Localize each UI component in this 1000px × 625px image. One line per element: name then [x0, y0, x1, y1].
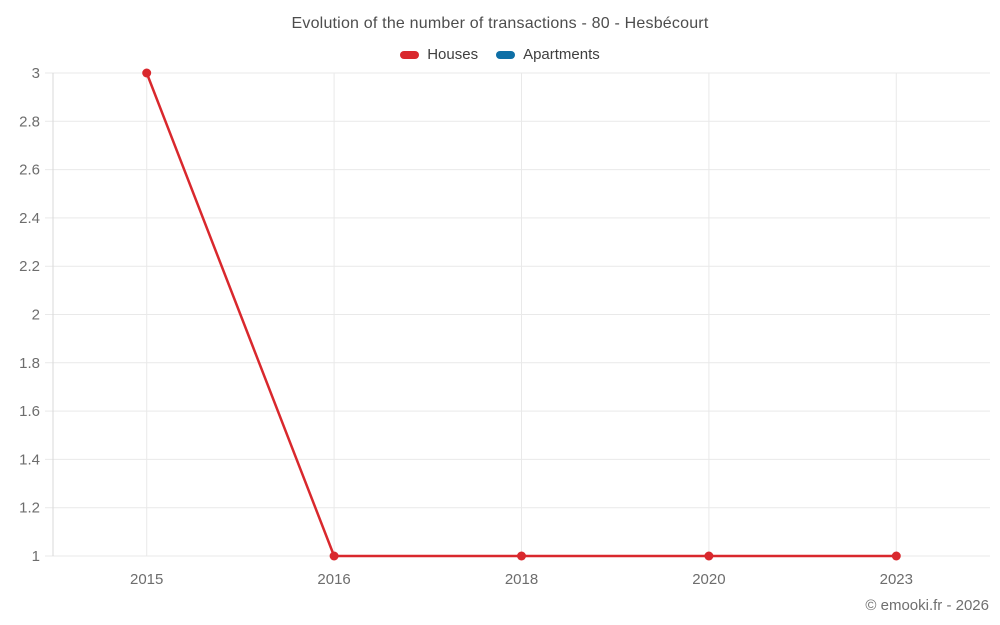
x-tick-label: 2020: [692, 571, 725, 588]
copyright-text: © emooki.fr - 2026: [865, 597, 989, 614]
data-point-houses-2020[interactable]: [704, 551, 714, 561]
y-tick-label: 1.8: [19, 355, 40, 372]
chart-title: Evolution of the number of transactions …: [291, 15, 709, 32]
legend: Houses Apartments: [0, 46, 1000, 63]
x-tick-label: 2016: [317, 571, 350, 588]
y-tick-label: 1.6: [19, 403, 40, 420]
y-tick-label: 1.2: [19, 500, 40, 517]
x-tick-label: 2018: [505, 571, 538, 588]
houses-series-swatch-icon: [400, 50, 420, 59]
x-tick-label: 2023: [880, 571, 913, 588]
y-tick-label: 2: [32, 307, 40, 324]
data-point-houses-2016[interactable]: [329, 551, 339, 561]
legend-item-houses[interactable]: Houses: [400, 46, 478, 63]
y-tick-label: 2.2: [19, 258, 40, 275]
legend-label-apartments: Apartments: [523, 46, 600, 63]
legend-label-houses: Houses: [427, 46, 479, 63]
y-tick-label: 2.4: [19, 210, 40, 227]
y-tick-label: 3: [32, 65, 40, 82]
y-tick-label: 2.8: [19, 113, 40, 130]
y-tick-label: 2.6: [19, 162, 40, 179]
apartments-series-swatch-icon: [496, 50, 516, 59]
y-tick-label: 1.4: [19, 451, 40, 468]
y-tick-label: 1: [32, 548, 40, 565]
legend-item-apartments[interactable]: Apartments: [496, 46, 600, 63]
x-tick-label: 2015: [130, 571, 163, 588]
data-point-houses-2018[interactable]: [517, 551, 526, 561]
data-point-houses-2015[interactable]: [142, 68, 152, 78]
data-point-houses-2023[interactable]: [891, 551, 901, 561]
